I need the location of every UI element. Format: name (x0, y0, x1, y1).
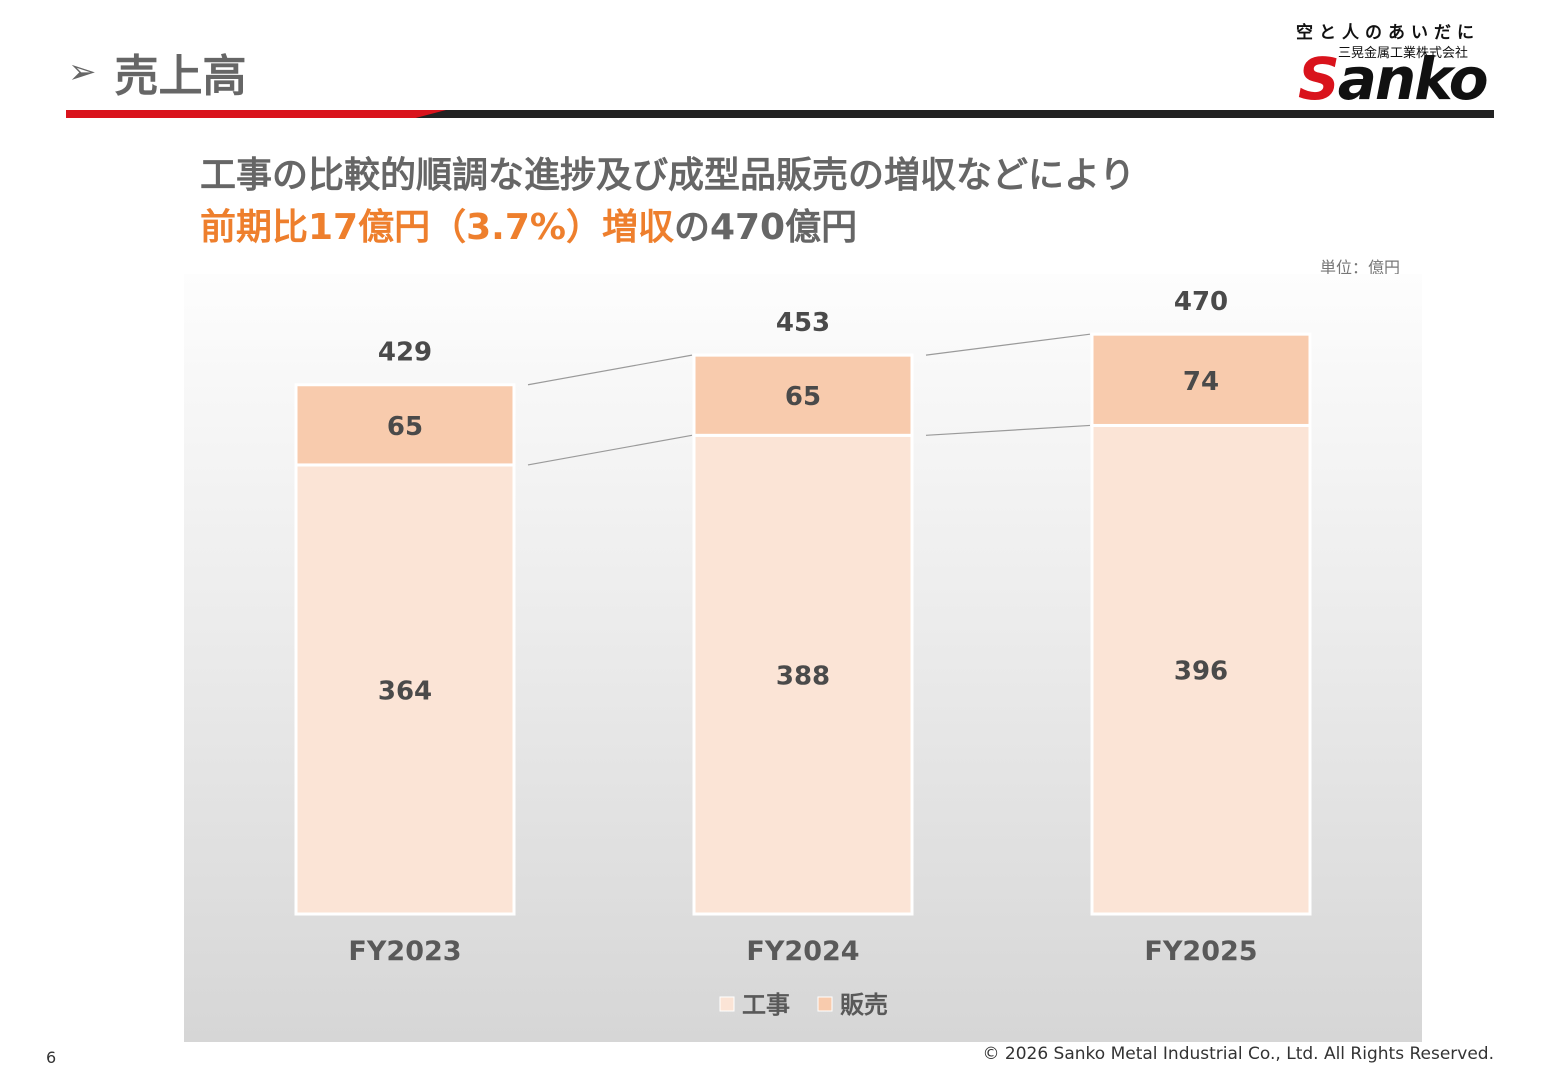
connector-mid-1 (925, 424, 1091, 436)
logo-tagline: 空と人のあいだに (1296, 23, 1480, 43)
headline-line2: 前期比17億円（3.7%）増収の470億円 (200, 202, 1135, 254)
data-label-FY2025-hanbai: 74 (1183, 367, 1219, 397)
copyright: © 2026 Sanko Metal Industrial Co., Ltd. … (982, 1044, 1494, 1064)
legend-label-hanbai: 販売 (840, 991, 888, 1019)
connector-top-0 (527, 354, 693, 386)
data-label-FY2023-hanbai: 65 (387, 412, 423, 442)
data-label-FY2025-koji: 396 (1174, 657, 1228, 687)
page-title: ➢ 売上高 (68, 40, 247, 104)
logo-wordmark-rest: anko (1337, 45, 1489, 113)
data-label-FY2024-koji: 388 (776, 662, 830, 692)
category-label-FY2024: FY2024 (746, 936, 859, 967)
bar-FY2023-hanbai (294, 383, 516, 467)
company-logo: 空と人のあいだに 三晃金属工業株式会社 Sanko (1292, 18, 1496, 110)
page-title-text: 売上高 (114, 51, 247, 102)
total-label-FY2023: 429 (378, 338, 432, 368)
chart-bars (294, 332, 1312, 916)
headline: 工事の比較的順調な進捗及び成型品販売の増収などにより 前期比17億円（3.7%）… (200, 150, 1135, 254)
page-number: 6 (46, 1048, 57, 1067)
bar-FY2024-hanbai (692, 353, 914, 437)
headline-accent: 前期比17億円（3.7%）増収 (200, 207, 674, 248)
chart-panel: 364 65 429 FY2023 388 65 453 FY2024 396 74 470 FY20… (184, 274, 1422, 1042)
total-label-FY2025: 470 (1174, 287, 1228, 317)
headline-rest: の470億円 (673, 207, 858, 248)
headline-line1: 工事の比較的順調な進捗及び成型品販売の増収などにより (200, 155, 1136, 196)
logo-wordmark: Sanko (1298, 50, 1489, 108)
category-label-FY2023: FY2023 (348, 936, 461, 967)
bar-FY2025-hanbai (1090, 332, 1312, 427)
header-divider (66, 110, 1494, 118)
total-label-FY2024: 453 (776, 308, 830, 338)
connector-lines (527, 333, 1091, 466)
bar-FY2025-koji (1090, 423, 1312, 916)
category-label-FY2025: FY2025 (1144, 936, 1257, 967)
unit-label: 単位：億円 (1320, 258, 1401, 277)
arrow-bullet-icon: ➢ (68, 52, 97, 92)
legend-swatch-koji (719, 996, 735, 1012)
connector-mid-0 (527, 434, 693, 466)
chart-labels: 364 65 429 FY2023 388 65 453 FY2024 396 74 470 FY20… (348, 287, 1257, 967)
data-label-FY2024-hanbai: 65 (785, 382, 821, 412)
sales-chart: 364 65 429 FY2023 388 65 453 FY2024 396 74 470 FY20… (294, 287, 1312, 1019)
logo-wordmark-s: S (1298, 45, 1340, 113)
logo-company-name: 三晃金属工業株式会社 (1338, 46, 1469, 61)
legend-swatch-hanbai (817, 996, 833, 1012)
data-label-FY2023-koji: 364 (378, 676, 432, 706)
chart-legend: 工事 販売 (719, 991, 888, 1019)
bar-FY2024-koji (692, 433, 914, 916)
header-divider-accent (66, 110, 446, 118)
legend-label-koji: 工事 (742, 991, 790, 1019)
connector-top-1 (925, 333, 1091, 356)
